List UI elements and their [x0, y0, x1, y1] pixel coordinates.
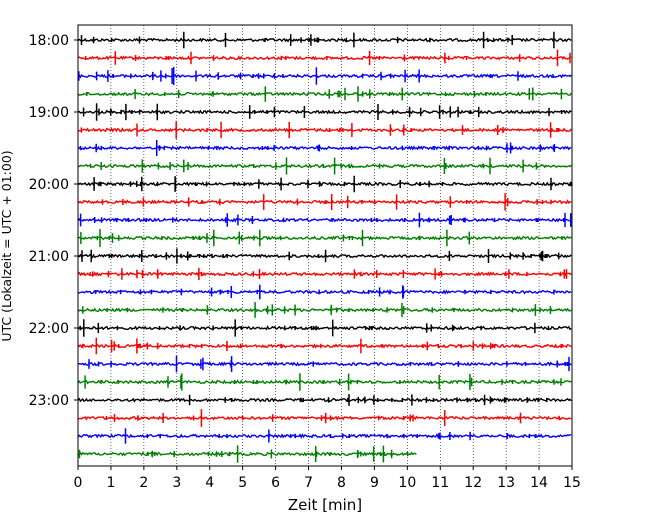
plot-background [78, 25, 572, 466]
trace-2230 [77, 361, 572, 367]
y-tick-label: 21:00 [29, 249, 69, 265]
trace-2145 [77, 307, 572, 313]
plot-frame [77, 24, 573, 467]
y-tick-label: 23:00 [29, 393, 69, 409]
trace-2015 [77, 199, 572, 205]
trace-group [77, 31, 573, 463]
x-tick-label: 11 [431, 475, 449, 491]
trace-spikes [101, 193, 552, 211]
trace-spikes [88, 355, 570, 373]
trace-spikes [124, 428, 537, 444]
trace-spikes [81, 248, 560, 264]
trace-spikes [94, 284, 555, 300]
y-tick-label: 18:00 [29, 33, 69, 49]
x-tick-label: 9 [370, 475, 379, 491]
trace-spikes [105, 409, 560, 427]
trace-1945 [77, 163, 572, 169]
trace-spikes [80, 121, 560, 139]
x-tick-label: 0 [74, 475, 83, 491]
x-tick-label: 6 [271, 475, 280, 491]
trace-spikes [79, 140, 556, 156]
trace-1915 [77, 127, 572, 133]
trace-spikes [82, 337, 563, 355]
trace-2130 [77, 289, 572, 295]
trace-spikes [84, 49, 571, 67]
trace-1900 [77, 109, 572, 115]
trace-2115 [77, 271, 572, 277]
trace-2245 [77, 379, 572, 385]
trace-2300 [77, 397, 572, 403]
trace-spikes [188, 394, 548, 406]
x-tick-label: 13 [497, 475, 515, 491]
trace-spikes [80, 31, 555, 49]
trace-spikes [93, 175, 573, 193]
y-axis-ticks: 18:00 19:00 20:00 21:00 22:00 23:00 [29, 33, 78, 409]
trace-2045 [77, 235, 572, 241]
x-tick-label: 2 [139, 475, 148, 491]
trace-spikes [78, 67, 554, 85]
trace-2215 [77, 343, 572, 349]
trace-spikes [80, 229, 563, 247]
x-tick-label: 12 [464, 475, 482, 491]
x-tick-label: 8 [337, 475, 346, 491]
x-tick-label: 5 [238, 475, 247, 491]
trace-2030 [77, 217, 572, 223]
y-tick-label: 19:00 [29, 105, 69, 121]
x-axis-label: Zeit [min] [288, 496, 362, 514]
x-tick-label: 3 [172, 475, 181, 491]
trace-spikes [79, 212, 572, 228]
x-tick-label: 4 [205, 475, 214, 491]
trace-2345 [77, 451, 417, 457]
trace-1800 [77, 37, 572, 43]
x-tick-label: 15 [563, 475, 581, 491]
y-tick-label: 22:00 [29, 321, 69, 337]
trace-spikes [89, 157, 538, 175]
trace-spikes [82, 302, 552, 318]
trace-spikes [84, 373, 562, 391]
trace-2000 [77, 181, 572, 187]
y-axis-label: UTC (Lokalzeit = UTC + 01:00) [0, 150, 14, 341]
trace-1815 [77, 55, 572, 61]
x-tick-label: 10 [398, 475, 416, 491]
x-tick-label: 7 [304, 475, 313, 491]
trace-1845 [77, 91, 572, 97]
x-tick-label: 14 [530, 475, 548, 491]
trace-spikes [89, 267, 568, 281]
y-tick-label: 20:00 [29, 177, 69, 193]
trace-spikes [78, 445, 409, 463]
trace-spikes [79, 319, 550, 337]
trace-spikes [82, 103, 563, 121]
trace-2315 [77, 415, 572, 421]
trace-spikes [86, 86, 563, 102]
x-tick-label: 1 [106, 475, 115, 491]
x-axis-ticks: 0 1 2 3 4 5 6 7 8 9 10 11 12 13 14 15 [74, 466, 581, 491]
